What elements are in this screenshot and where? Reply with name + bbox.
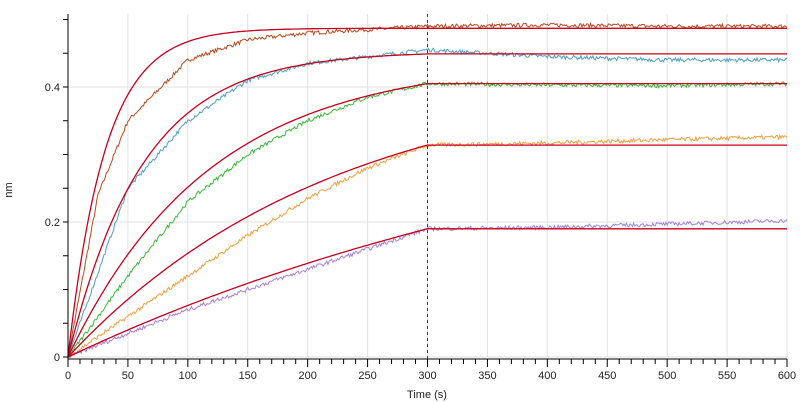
- fit-curve-4: [67, 144, 787, 358]
- x-axis-ticks: 0 50 100 150 200 250 300 350 400 450 500 550 600: [65, 359, 796, 382]
- grid-lines: [68, 14, 788, 358]
- x-tick-label: 500: [658, 370, 676, 382]
- y-tick-label: 0: [54, 352, 60, 364]
- data-curve-3: [67, 81, 788, 358]
- axes: 0 50 100 150 200 250 300 350 400 450 500 550 600 0 0.…: [45, 14, 796, 382]
- x-tick-label: 450: [598, 370, 616, 382]
- x-tick-label: 200: [298, 370, 316, 382]
- data-curve-1: [67, 21, 788, 358]
- y-tick-label: 0.2: [45, 217, 60, 229]
- data-curve-4: [67, 134, 788, 358]
- y-axis-title: nm: [3, 182, 15, 197]
- x-tick-label: 100: [179, 370, 197, 382]
- fit-curve-3: [67, 82, 787, 358]
- x-tick-label: 50: [122, 370, 134, 382]
- x-tick-label: 300: [418, 370, 436, 382]
- x-tick-label: 350: [478, 370, 496, 382]
- x-tick-label: 0: [65, 370, 71, 382]
- x-tick-label: 150: [239, 370, 257, 382]
- x-tick-label: 600: [778, 370, 796, 382]
- x-tick-label: 550: [718, 370, 736, 382]
- x-tick-label: 250: [358, 370, 376, 382]
- x-axis-title: Time (s): [407, 389, 447, 401]
- fit-curves: [67, 27, 787, 358]
- fit-curve-5: [67, 228, 787, 358]
- fit-curve-2: [67, 53, 787, 358]
- y-tick-label: 0.4: [45, 82, 60, 94]
- x-tick-label: 400: [538, 370, 556, 382]
- y-axis-ticks: 0 0.2 0.4: [45, 19, 68, 364]
